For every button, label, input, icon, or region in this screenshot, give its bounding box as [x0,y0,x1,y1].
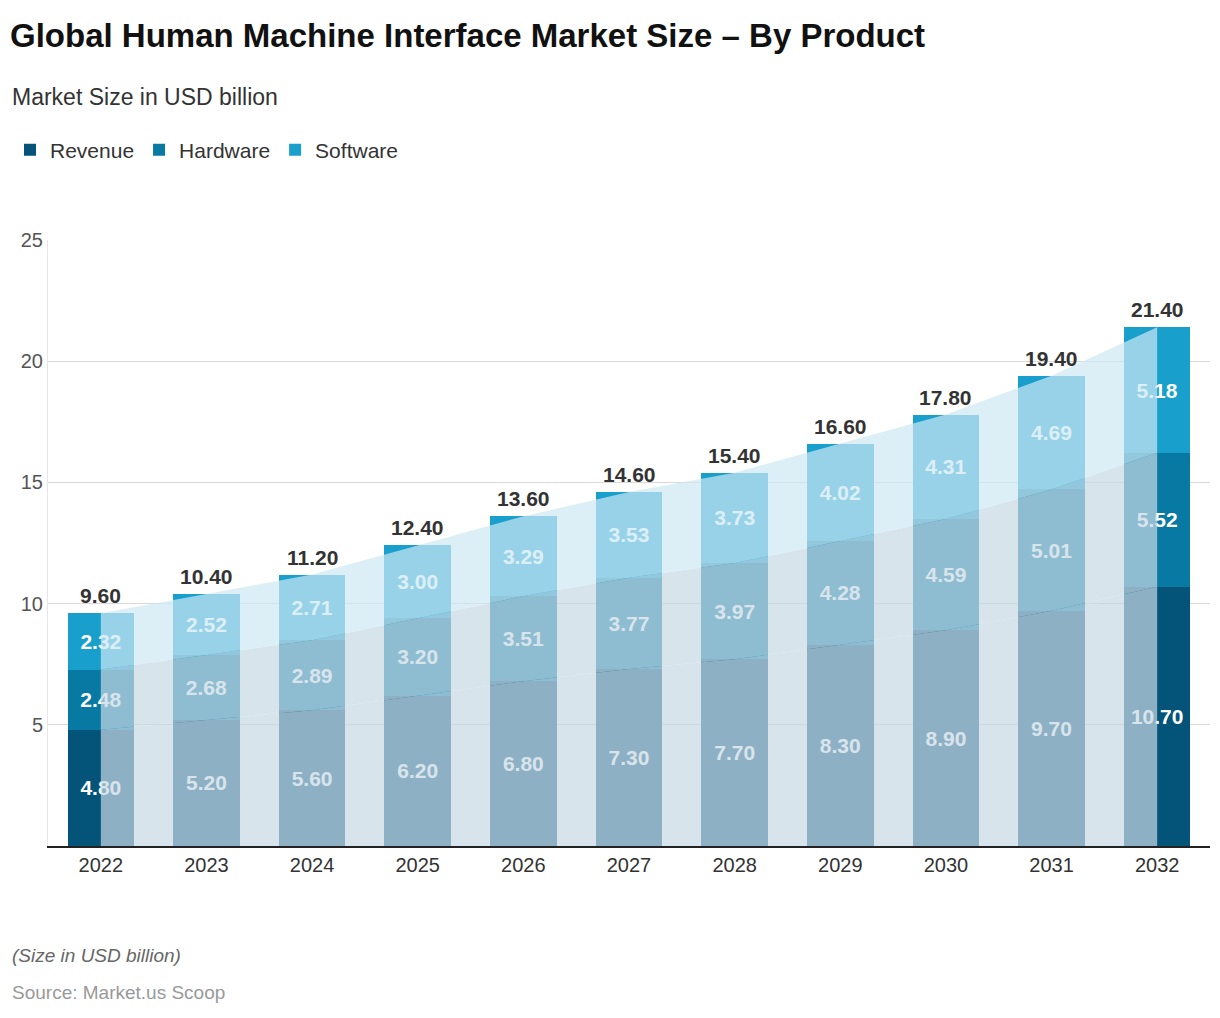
svg-text:13.60: 13.60 [497,487,550,510]
svg-text:Revenue: Revenue [50,139,134,162]
svg-text:2.32: 2.32 [80,630,121,653]
svg-text:7.70: 7.70 [714,741,755,764]
svg-text:8.90: 8.90 [925,727,966,750]
svg-text:2024: 2024 [290,854,335,876]
svg-text:3.97: 3.97 [714,600,755,623]
svg-text:15.40: 15.40 [708,444,761,467]
svg-text:Hardware: Hardware [179,139,270,162]
svg-text:17.80: 17.80 [919,386,972,409]
svg-text:(Size in USD billion): (Size in USD billion) [12,945,181,966]
svg-text:Market Size in USD billion: Market Size in USD billion [12,84,278,110]
svg-text:11.20: 11.20 [287,546,338,569]
svg-text:10: 10 [21,593,43,615]
svg-text:10.40: 10.40 [180,565,233,588]
svg-text:9.60: 9.60 [80,584,121,607]
svg-text:2027: 2027 [607,854,652,876]
svg-text:9.70: 9.70 [1031,717,1072,740]
svg-text:14.60: 14.60 [603,463,656,486]
svg-text:2023: 2023 [184,854,229,876]
svg-text:16.60: 16.60 [814,415,867,438]
svg-text:12.40: 12.40 [391,516,444,539]
svg-text:5: 5 [32,714,43,736]
svg-text:3.29: 3.29 [503,545,544,568]
svg-text:8.30: 8.30 [820,734,861,757]
svg-text:5.60: 5.60 [292,767,333,790]
svg-text:5.52: 5.52 [1137,508,1178,531]
svg-text:4.02: 4.02 [820,481,861,504]
svg-text:2032: 2032 [1135,854,1180,876]
svg-text:4.28: 4.28 [820,581,861,604]
svg-text:20: 20 [21,350,43,372]
svg-text:3.00: 3.00 [397,570,438,593]
svg-text:2.68: 2.68 [186,676,227,699]
svg-text:Software: Software [315,139,398,162]
svg-text:3.77: 3.77 [609,612,650,635]
svg-text:19.40: 19.40 [1025,347,1078,370]
svg-text:2.71: 2.71 [291,596,332,619]
svg-text:4.59: 4.59 [925,563,966,586]
svg-text:10.70: 10.70 [1131,705,1184,728]
svg-text:5.01: 5.01 [1031,539,1072,562]
svg-text:4.80: 4.80 [80,776,121,799]
svg-text:2025: 2025 [395,854,440,876]
svg-text:Global Human Machine Interface: Global Human Machine Interface Market Si… [10,17,925,54]
svg-text:2031: 2031 [1029,854,1074,876]
svg-text:5.18: 5.18 [1137,379,1178,402]
svg-text:2030: 2030 [924,854,969,876]
svg-text:21.40: 21.40 [1131,298,1184,321]
svg-text:2022: 2022 [79,854,124,876]
svg-text:5.20: 5.20 [186,771,227,794]
svg-text:7.30: 7.30 [609,746,650,769]
svg-text:2029: 2029 [818,854,863,876]
svg-text:4.69: 4.69 [1031,421,1072,444]
svg-text:4.31: 4.31 [925,455,966,478]
svg-text:3.20: 3.20 [397,645,438,668]
svg-text:2.52: 2.52 [186,613,227,636]
svg-text:6.20: 6.20 [397,759,438,782]
svg-text:3.51: 3.51 [503,627,544,650]
svg-text:Source: Market.us Scoop: Source: Market.us Scoop [12,982,225,1003]
svg-text:15: 15 [21,471,43,493]
svg-text:3.73: 3.73 [714,506,755,529]
svg-text:2.48: 2.48 [80,688,121,711]
svg-text:3.53: 3.53 [609,523,650,546]
svg-text:2.89: 2.89 [292,664,333,687]
svg-text:2028: 2028 [712,854,757,876]
svg-text:2026: 2026 [501,854,546,876]
svg-text:6.80: 6.80 [503,752,544,775]
svg-text:25: 25 [21,229,43,251]
